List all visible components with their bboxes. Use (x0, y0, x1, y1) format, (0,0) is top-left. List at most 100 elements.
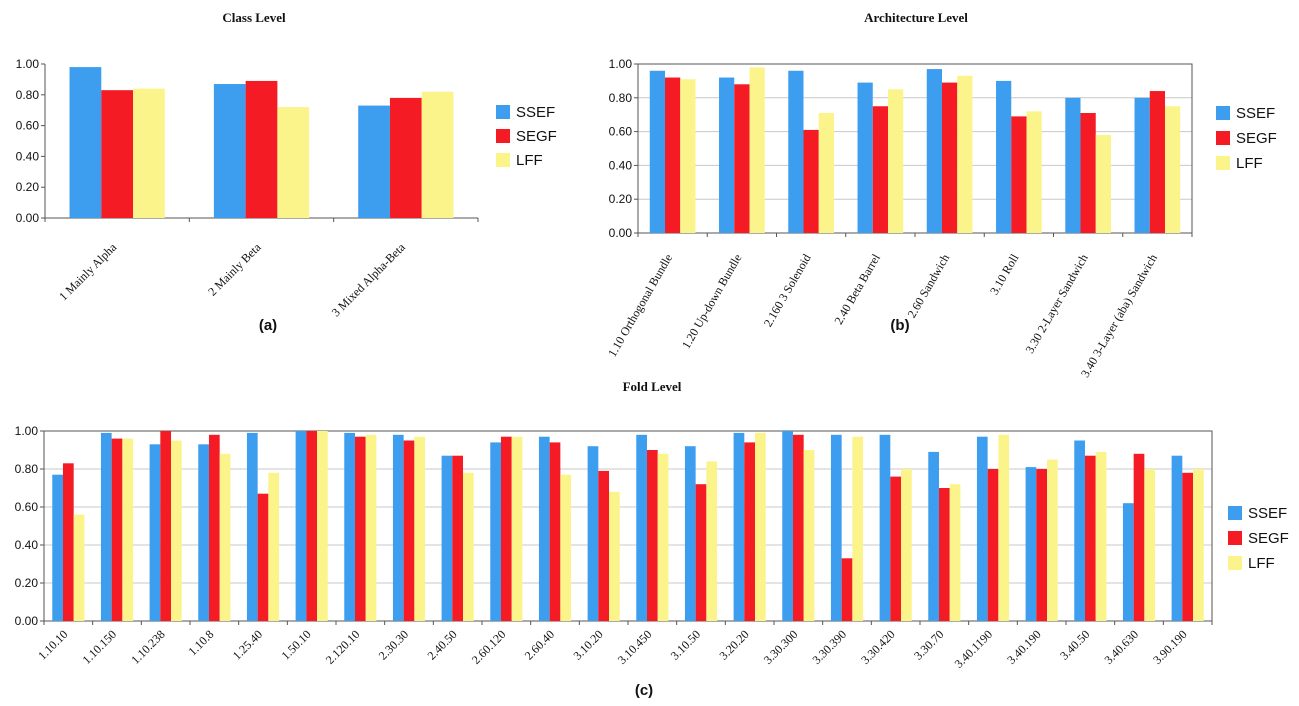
bar-lff-2-160-3-solenoid (818, 113, 834, 233)
bar-lff-1-10-8 (219, 453, 231, 621)
bar-lff-2-mainly-beta (277, 107, 310, 218)
legend: SSEF SEGF LFF (1216, 105, 1277, 172)
bar-segf-2-60-sandwich (942, 82, 958, 233)
x-tick-label: 3.10.50 (668, 627, 703, 662)
bar-lff-3-10-450 (657, 453, 669, 621)
bar-segf-3-30-420 (890, 476, 902, 621)
legend-swatch-ssef (496, 105, 510, 119)
chart-title: Architecture Level (864, 10, 968, 25)
legend: SSEF SEGF LFF (496, 104, 557, 169)
bar-lff-3-20-20 (755, 432, 766, 621)
x-tick-label: 2.40 Beta Barrel (831, 251, 883, 327)
bar-segf-2-30-30 (403, 440, 415, 621)
bar-lff-3-40-190 (1047, 459, 1058, 621)
bar-lff-1-mainly-alpha (133, 88, 165, 218)
x-tick-label: 3.20.20 (716, 627, 751, 662)
bar-ssef-2-160-3-solenoid (788, 70, 804, 233)
bar-ssef-3-40-1190 (976, 436, 988, 621)
y-tick-label: 0.00 (15, 614, 39, 628)
bar-segf-3-40-3-layer-aba-sandwich (1149, 91, 1165, 233)
fold-level-chart: Fold Level 0.00 0.20 0.40 0.60 0.80 1.00 1.10.1… (15, 379, 1289, 699)
y-tick-label: 0.20 (15, 576, 39, 590)
chart-title: Class Level (222, 10, 286, 25)
class-level-chart: Class Level 0.00 0.20 0.40 0.60 0.80 1.00 1 Mai… (16, 10, 557, 334)
x-tick-label: 2.60.120 (469, 627, 509, 667)
bar-lff-3-30-2-layer-sandwich (1095, 134, 1111, 233)
legend-swatch-ssef (1228, 506, 1242, 520)
bar-segf-3-40-190 (1036, 469, 1048, 621)
y-tick-label: 0.00 (609, 226, 633, 240)
bar-ssef-2-40-beta-barrel (857, 82, 873, 233)
x-tick-label: 2.160 3 Solenoid (761, 252, 814, 330)
bar-ssef-3-10-roll (996, 80, 1012, 234)
x-tick-label: 2.30.30 (376, 627, 411, 662)
x-tick-label: 1.10.10 (35, 627, 70, 662)
bar-segf-2-60-120 (500, 436, 512, 621)
panel-label: (c) (635, 682, 653, 699)
bar-ssef-3-40-3-layer-aba-sandwich (1134, 97, 1150, 233)
bar-segf-2-mainly-beta (245, 80, 278, 218)
bar-lff-1-10-orthogonal-bundle (680, 79, 696, 234)
bar-ssef-3-30-390 (830, 434, 842, 621)
bar-lff-3-mixed-alpha-beta (421, 91, 454, 218)
bar-lff-2-60-sandwich (957, 75, 973, 233)
bar-ssef-3-10-50 (684, 446, 696, 621)
x-tick-label: 2 Mainly Beta (205, 240, 264, 299)
legend-label-lff: LFF (516, 152, 543, 169)
x-tick-label: 1.10.150 (80, 627, 120, 667)
bar-ssef-2-60-120 (490, 442, 501, 621)
y-tick-label: 0.40 (16, 149, 40, 163)
bar-lff-3-10-20 (609, 491, 620, 621)
legend-swatch-segf (496, 129, 510, 143)
bar-segf-3-40-50 (1084, 455, 1096, 621)
bar-segf-3-20-20 (744, 442, 756, 621)
x-tick-label: 1.10.8 (185, 627, 216, 658)
bar-segf-3-90-190 (1182, 472, 1194, 621)
x-tick-label: 1.10.238 (128, 627, 168, 667)
bar-ssef-3-40-190 (1025, 467, 1037, 621)
legend-label-segf: SEGF (1236, 130, 1277, 147)
y-tick-label: 0.80 (15, 462, 39, 476)
y-tick-label: 1.00 (15, 424, 39, 438)
bar-segf-3-10-450 (646, 450, 658, 621)
bar-ssef-1-10-8 (198, 444, 209, 621)
bar-ssef-1-10-238 (149, 444, 161, 621)
y-tick-label: 0.00 (16, 211, 40, 225)
y-tick-label: 0.20 (16, 180, 40, 194)
x-tick-label: 3.90.190 (1150, 627, 1190, 667)
bar-segf-2-60-40 (549, 442, 561, 621)
panel-label: (a) (259, 317, 277, 334)
bar-ssef-1-10-150 (100, 432, 112, 621)
x-tick-label: 1.25.40 (230, 627, 265, 662)
bar-ssef-1-20-up-down-bundle (719, 77, 735, 234)
legend-swatch-ssef (1216, 106, 1230, 120)
legend-label-lff: LFF (1248, 555, 1275, 572)
x-tick-label: 3.30 2-Layer Sandwich (1022, 252, 1090, 356)
bar-segf-1-10-238 (160, 431, 172, 621)
x-tick-label: 3.10.450 (615, 627, 655, 667)
bar-segf-3-30-390 (841, 558, 853, 621)
x-tick-label: 3.30.420 (858, 627, 898, 667)
bar-segf-2-40-50 (452, 455, 464, 621)
bar-lff-1-25-40 (268, 472, 280, 621)
bar-lff-2-40-50 (463, 472, 474, 621)
panel-label: (b) (890, 317, 909, 334)
bar-lff-3-90-190 (1193, 469, 1204, 621)
y-tick-label: 0.60 (609, 125, 633, 139)
legend-label-ssef: SSEF (516, 104, 555, 121)
bar-lff-2-40-beta-barrel (887, 89, 904, 233)
bar-segf-2-160-3-solenoid (803, 129, 819, 233)
bar-ssef-1-25-40 (246, 432, 258, 621)
x-tick-label: 3.30.390 (810, 627, 850, 667)
bar-lff-3-30-300 (803, 450, 815, 621)
bar-ssef-3-40-630 (1122, 503, 1134, 621)
bar-segf-1-10-10 (62, 463, 74, 621)
legend-swatch-lff (1228, 556, 1242, 570)
bar-lff-3-40-1190 (998, 434, 1010, 621)
x-tick-label: 3.40.190 (1004, 627, 1044, 667)
legend-swatch-segf (1216, 131, 1230, 145)
bar-ssef-3-40-50 (1074, 440, 1085, 621)
bar-segf-3-40-630 (1133, 453, 1145, 621)
bar-segf-1-10-8 (208, 434, 220, 621)
